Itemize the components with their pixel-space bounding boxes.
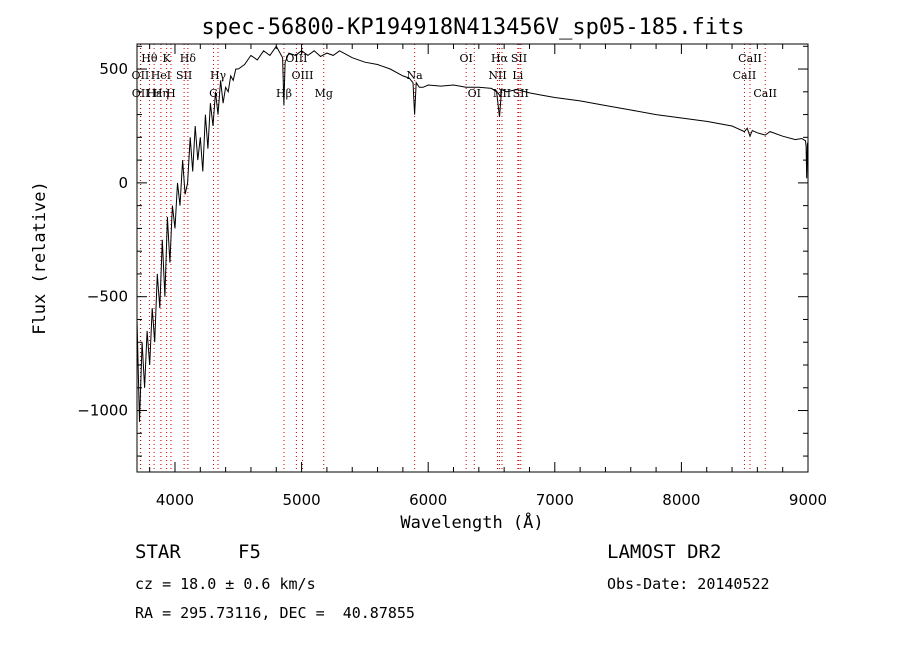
line-label: NII (493, 87, 511, 100)
x-tick-label: 5000 (282, 491, 320, 509)
y-axis-label: Flux (relative) (30, 181, 50, 335)
survey-name: LAMOST DR2 (607, 541, 722, 563)
line-label: OIII (291, 69, 313, 82)
line-label: SII (176, 69, 192, 82)
line-label: H (166, 87, 176, 100)
line-label: OI (459, 52, 472, 65)
line-label: Li (512, 69, 523, 82)
spectral-line-markers (139, 44, 766, 472)
observation-date: Obs-Date: 20140522 (607, 575, 770, 593)
coordinates: RA = 295.73116, DEC = 40.87855 (135, 604, 415, 622)
plot-frame (136, 43, 809, 473)
line-label: SII (511, 52, 527, 65)
y-tick-label: 0 (118, 174, 128, 192)
spectrum-line (136, 45, 809, 422)
line-label: OII (132, 69, 150, 82)
line-label: HeI (151, 69, 171, 82)
line-label: Hη (153, 87, 169, 100)
y-tick-label: −500 (87, 288, 128, 306)
line-label: Hγ (210, 69, 227, 82)
x-tick-label: 6000 (409, 491, 447, 509)
line-label: OIII (285, 52, 307, 65)
y-tick-label: 500 (99, 60, 128, 78)
line-label: CaII (738, 52, 762, 65)
x-tick-label: 9000 (789, 491, 827, 509)
line-label: NII (488, 69, 506, 82)
line-label: OII (132, 87, 150, 100)
x-tick-label: 7000 (536, 491, 574, 509)
line-label: Hθ (141, 52, 158, 65)
line-label: Na (407, 69, 424, 82)
line-label: CaII (733, 69, 757, 82)
x-tick-label: 4000 (156, 491, 194, 509)
redshift-velocity: cz = 18.0 ± 0.6 km/s (135, 575, 316, 593)
object-class: STAR (135, 541, 181, 563)
line-label: Mg (315, 87, 333, 100)
line-label: Hε (146, 87, 162, 100)
line-label: K (163, 52, 172, 65)
line-label: CaII (753, 87, 777, 100)
line-label: SII (513, 87, 529, 100)
line-label: Hδ (180, 52, 197, 65)
x-axis-label: Wavelength (Å) (400, 511, 543, 533)
line-label: Hβ (276, 87, 292, 100)
object-subclass: F5 (238, 541, 261, 563)
axis-ticks: 4000 5000 6000 7000 8000 9000 −1000 −500 0 500 (77, 44, 827, 509)
line-label: G (209, 87, 218, 100)
line-label: OI (468, 87, 481, 100)
chart-title: spec-56800-KP194918N413456V_sp05-185.fit… (201, 15, 744, 40)
x-tick-label: 8000 (662, 491, 700, 509)
line-label: Hα (491, 52, 509, 65)
y-tick-label: −1000 (77, 402, 128, 420)
